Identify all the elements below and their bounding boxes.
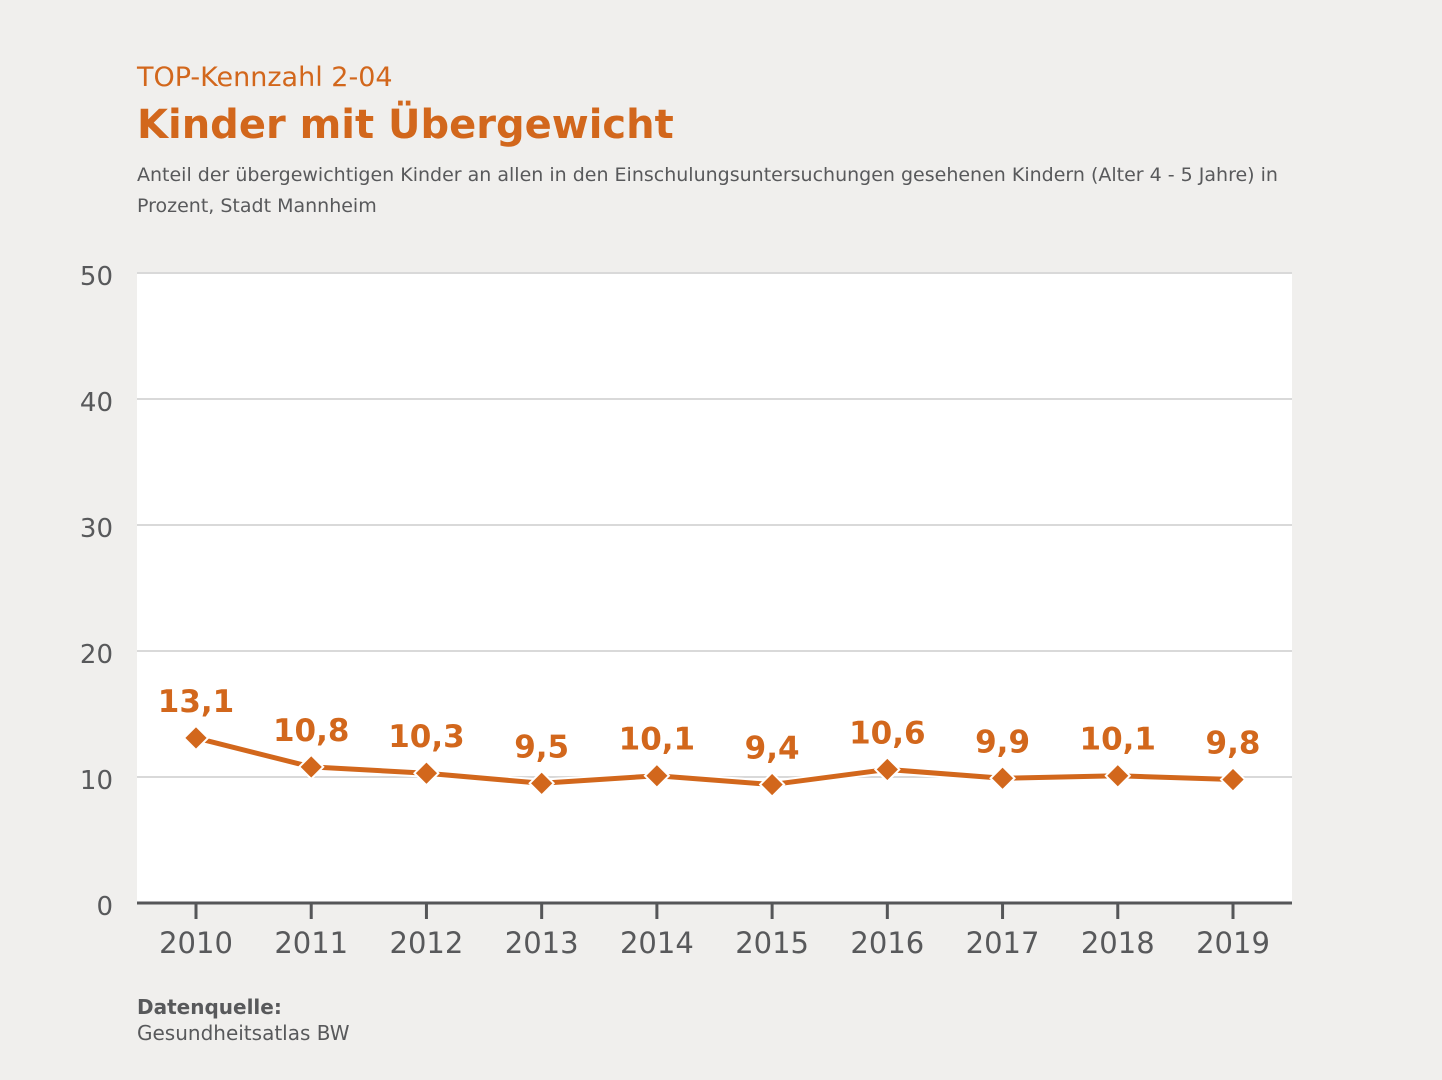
data-point-marker — [873, 756, 901, 783]
data-point-marker — [413, 759, 440, 787]
y-axis-tick-label: 50 — [80, 262, 113, 292]
x-axis-tick-label: 2013 — [505, 926, 579, 960]
x-axis-tick-label: 2011 — [274, 926, 348, 960]
x-axis-tick-label: 2019 — [1196, 926, 1270, 960]
data-point-label: 10,3 — [388, 719, 465, 755]
data-point-marker — [1104, 762, 1132, 790]
chart-subtitle: Anteil der übergewichtigen Kinder an all… — [137, 164, 1278, 217]
source-note: Datenquelle: Gesundheitsatlas BW — [137, 994, 350, 1046]
data-point-marker — [989, 764, 1016, 792]
y-axis-tick-label: 40 — [80, 388, 113, 418]
data-point-label: 13,1 — [158, 684, 235, 720]
plot-area — [137, 273, 1292, 903]
x-axis-tick-label: 2016 — [850, 926, 924, 960]
data-point-marker — [297, 753, 325, 781]
source-value: Gesundheitsatlas BW — [137, 1021, 350, 1045]
kicker: TOP-Kennzahl 2-04 — [137, 62, 393, 93]
source-label: Datenquelle: — [137, 995, 282, 1019]
data-point-marker — [1219, 766, 1247, 793]
y-axis-tick-label: 10 — [80, 766, 113, 796]
data-point-label: 9,4 — [745, 731, 800, 767]
x-axis-tick-label: 2010 — [159, 926, 233, 960]
data-point-label: 9,9 — [975, 724, 1030, 760]
x-axis-tick-label: 2015 — [735, 926, 809, 960]
x-axis-tick-label: 2017 — [966, 926, 1040, 960]
data-point-label: 10,6 — [849, 715, 926, 751]
data-point-marker — [528, 769, 556, 797]
y-axis-tick-label: 20 — [80, 640, 113, 670]
data-point-label: 10,8 — [273, 713, 350, 749]
data-point-marker — [182, 724, 210, 752]
line-series — [195, 735, 1234, 788]
chart-header: TOP-Kennzahl 2-04 Kinder mit Übergewicht… — [137, 62, 1282, 222]
y-axis-tick-label: 0 — [96, 892, 113, 922]
data-point-label: 10,1 — [619, 722, 696, 758]
data-point-label: 9,8 — [1206, 726, 1261, 762]
page-title: Kinder mit Übergewicht — [137, 102, 674, 148]
data-point-label: 10,1 — [1080, 722, 1157, 758]
data-point-marker — [643, 762, 671, 790]
data-point-label: 9,5 — [514, 729, 569, 765]
x-axis-tick-label: 2018 — [1081, 926, 1155, 960]
x-axis-tick-label: 2014 — [620, 926, 694, 960]
y-axis-tick-label: 30 — [80, 514, 113, 544]
data-point-marker — [758, 771, 786, 798]
x-axis-tick-label: 2012 — [390, 926, 464, 960]
